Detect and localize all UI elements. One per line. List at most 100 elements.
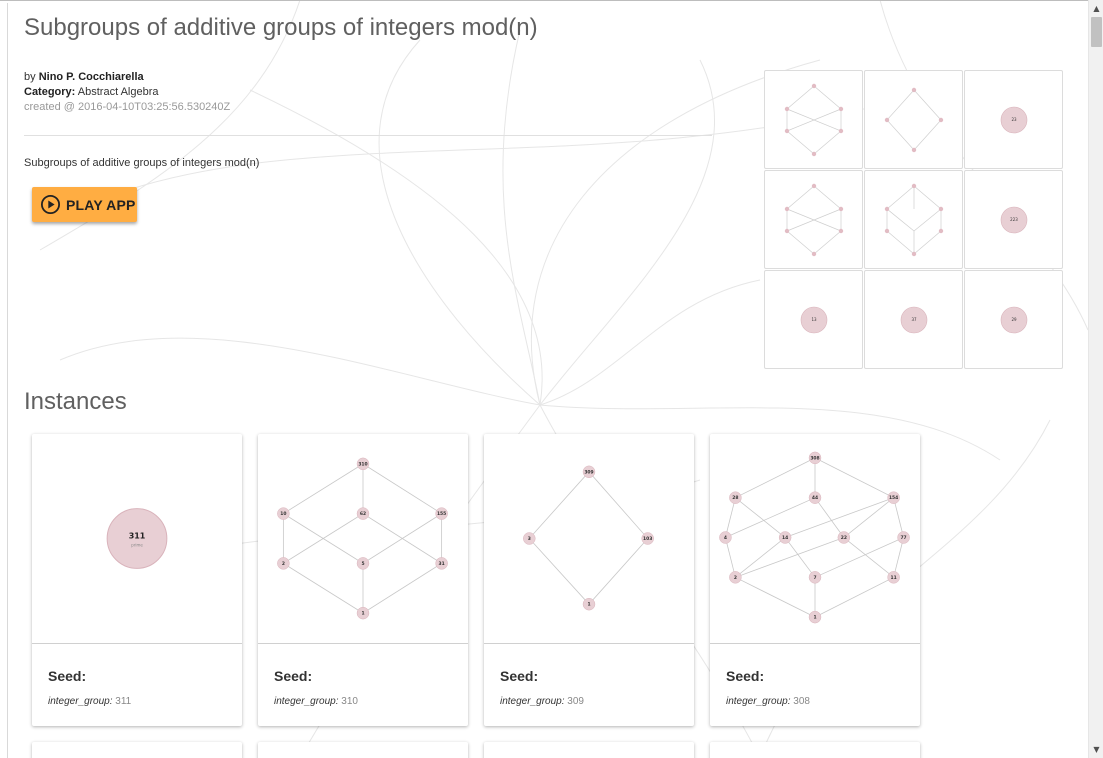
category-value: Abstract Algebra	[77, 86, 159, 98]
node-label: 310	[358, 461, 367, 467]
thumbnail-3[interactable]: 23	[964, 70, 1063, 169]
seed-label: Seed:	[274, 668, 313, 684]
instance-card-partial[interactable]	[258, 742, 468, 758]
thumbnail-graph	[784, 183, 844, 257]
instance-graph: 308 28 44 154 4 14 22 77 2 7 11 1	[710, 451, 920, 644]
instances-heading: Instances	[24, 388, 127, 415]
author-name: Nino P. Cocchiarella	[38, 71, 144, 83]
node-sublabel: prime	[131, 542, 143, 547]
instance-graph: 311 prime	[32, 508, 242, 644]
param-value: 310	[341, 696, 358, 707]
graph-edges	[528, 471, 649, 605]
graph-node	[887, 491, 900, 504]
graph-node	[808, 610, 822, 624]
seed-label: Seed:	[500, 668, 539, 684]
instance-card[interactable]: 308 28 44 154 4 14 22 77 2 7 11 1 Seed: …	[710, 434, 920, 726]
thumbnail-graph	[784, 83, 844, 157]
instance-card-partial[interactable]	[32, 742, 242, 758]
scroll-down-arrow-icon[interactable]: ▼	[1093, 745, 1100, 754]
graph-node	[523, 532, 536, 545]
node-label: 311	[129, 532, 146, 541]
thumbnail-4[interactable]	[764, 170, 863, 269]
param-name: integer_group:	[726, 696, 791, 707]
vertical-scrollbar[interactable]: ▲ ▼	[1088, 0, 1103, 758]
thumbnail-6[interactable]: 223	[964, 170, 1063, 269]
category-label: Category:	[24, 86, 76, 98]
thumbnail-node: 23	[1000, 106, 1028, 134]
graph-node	[729, 491, 742, 504]
author-line: by Nino P. Cocchiarella	[24, 70, 230, 85]
page-left-border	[7, 3, 8, 758]
thumbnail-8[interactable]: 37	[864, 270, 963, 369]
thumbnail-node: 29	[1000, 306, 1028, 334]
param-value: 308	[793, 696, 810, 707]
seed-param: integer_group: 311	[48, 696, 131, 707]
node-label: 308	[810, 455, 819, 461]
node-label: 103	[643, 536, 652, 542]
thumbnail-node-label: 23	[1011, 117, 1017, 122]
node-label: 31	[439, 561, 445, 567]
thumbnail-node: 13	[800, 306, 828, 334]
instance-card-partial[interactable]	[710, 742, 920, 758]
node-label: 14	[782, 535, 788, 541]
graph-node	[435, 507, 448, 520]
play-app-button[interactable]: PLAY APP	[32, 187, 137, 222]
play-circle-icon	[40, 194, 61, 215]
instance-graph: 310 10 62 155 2 5 31 1	[258, 457, 468, 644]
graph-node	[897, 531, 910, 544]
thumbnail-7[interactable]: 13	[764, 270, 863, 369]
thumbnail-node: 37	[900, 306, 928, 334]
graph-node	[277, 507, 290, 520]
app-description: Subgroups of additive groups of integers…	[24, 157, 260, 169]
scrollbar-thumb[interactable]	[1091, 17, 1102, 47]
graph-node	[582, 465, 596, 479]
node-label: 309	[584, 469, 593, 475]
node-label: 4	[724, 535, 727, 541]
node-label: 5	[361, 561, 364, 567]
seed-label: Seed:	[726, 668, 765, 684]
graph-node	[356, 606, 370, 620]
graph-node	[356, 507, 370, 520]
node-label: 3	[528, 536, 531, 542]
app-meta: by Nino P. Cocchiarella Category: Abstra…	[24, 70, 230, 115]
scroll-up-arrow-icon[interactable]: ▲	[1093, 4, 1100, 13]
graph-node	[808, 571, 822, 584]
graph-node	[808, 451, 822, 465]
instance-card[interactable]: 311 prime Seed: integer_group: 311	[32, 434, 242, 726]
graph-node	[356, 457, 370, 471]
node-label: 1	[587, 602, 590, 608]
thumbnail-graph	[884, 183, 944, 257]
graph-node	[837, 531, 851, 544]
play-app-label: PLAY APP	[66, 196, 136, 213]
graph-node	[435, 557, 448, 570]
node-label: 155	[437, 511, 446, 517]
param-value: 311	[115, 696, 132, 707]
node-label: 1	[813, 615, 816, 621]
seed-param: integer_group: 310	[274, 696, 358, 707]
instance-card[interactable]: 310 10 62 155 2 5 31 1 Seed: integer_gro…	[258, 434, 468, 726]
instance-graph: 309 3 103 1	[484, 465, 694, 644]
thumbnail-9[interactable]: 29	[964, 270, 1063, 369]
thumbnail-1[interactable]	[764, 70, 863, 169]
thumbnail-node-label: 223	[1010, 217, 1018, 222]
node-label: 7	[813, 575, 816, 581]
graph-node	[887, 571, 900, 584]
graph-edges	[282, 463, 443, 614]
thumbnail-2[interactable]	[864, 70, 963, 169]
graph-node	[641, 532, 654, 545]
graph-node	[729, 571, 742, 584]
thumbnail-5[interactable]	[864, 170, 963, 269]
node-label: 154	[889, 495, 898, 501]
instance-card-partial[interactable]	[484, 742, 694, 758]
thumbnail-gallery: 23	[764, 70, 1064, 370]
created-timestamp: created @ 2016-04-10T03:25:56.530240Z	[24, 101, 231, 113]
instance-card[interactable]: 309 3 103 1 Seed: integer_group: 309	[484, 434, 694, 726]
node-label: 1	[361, 611, 364, 617]
graph-edges	[725, 457, 904, 618]
node-label: 28	[732, 495, 738, 501]
author-prefix: by	[24, 71, 36, 83]
node-label: 2	[282, 561, 285, 567]
page-title: Subgroups of additive groups of integers…	[24, 14, 538, 41]
node-label: 44	[812, 495, 818, 501]
seed-param: integer_group: 309	[500, 696, 584, 707]
